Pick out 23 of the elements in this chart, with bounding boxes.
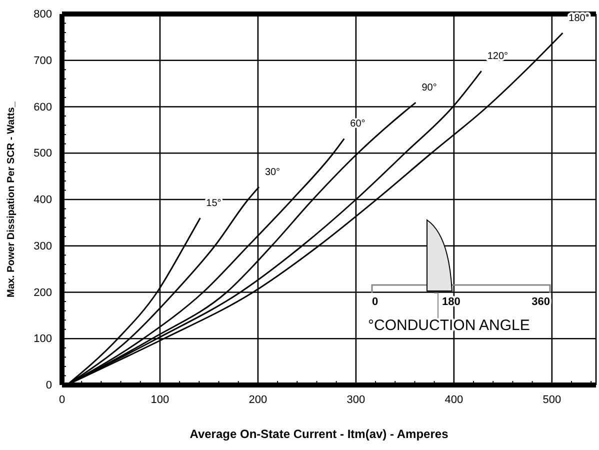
- y-tick-label: 300: [34, 240, 52, 252]
- x-axis-title: Average On-State Current - Itm(av) - Amperes: [190, 427, 449, 441]
- y-tick-label: 200: [34, 286, 52, 299]
- y-tick-label: 500: [34, 148, 52, 160]
- y-tick-label: 0: [46, 380, 52, 392]
- series-label: 90°: [422, 82, 437, 94]
- x-tick-label: 300: [346, 394, 366, 406]
- y-tick-label: 700: [34, 54, 52, 67]
- x-tick-label: 400: [444, 394, 464, 406]
- x-tick-label: 0: [58, 394, 66, 406]
- series-label: 15°: [206, 198, 222, 210]
- annotation: 0: [372, 296, 378, 308]
- y-tick-label: 100: [34, 333, 52, 346]
- y-tick-label: 800: [34, 8, 52, 21]
- y-tick-label: 400: [34, 194, 52, 206]
- y-axis-title: Max. Power Dissipation Per SCR - Watts_: [6, 101, 17, 298]
- annotation: 360: [532, 296, 550, 308]
- x-tick-label: 500: [542, 394, 562, 406]
- series-label: 30°: [264, 166, 280, 178]
- x-tick-label: 200: [248, 394, 268, 406]
- series-label: 120°: [487, 51, 508, 62]
- y-tick-label: 600: [34, 101, 52, 114]
- x-tick-label: 100: [150, 394, 170, 406]
